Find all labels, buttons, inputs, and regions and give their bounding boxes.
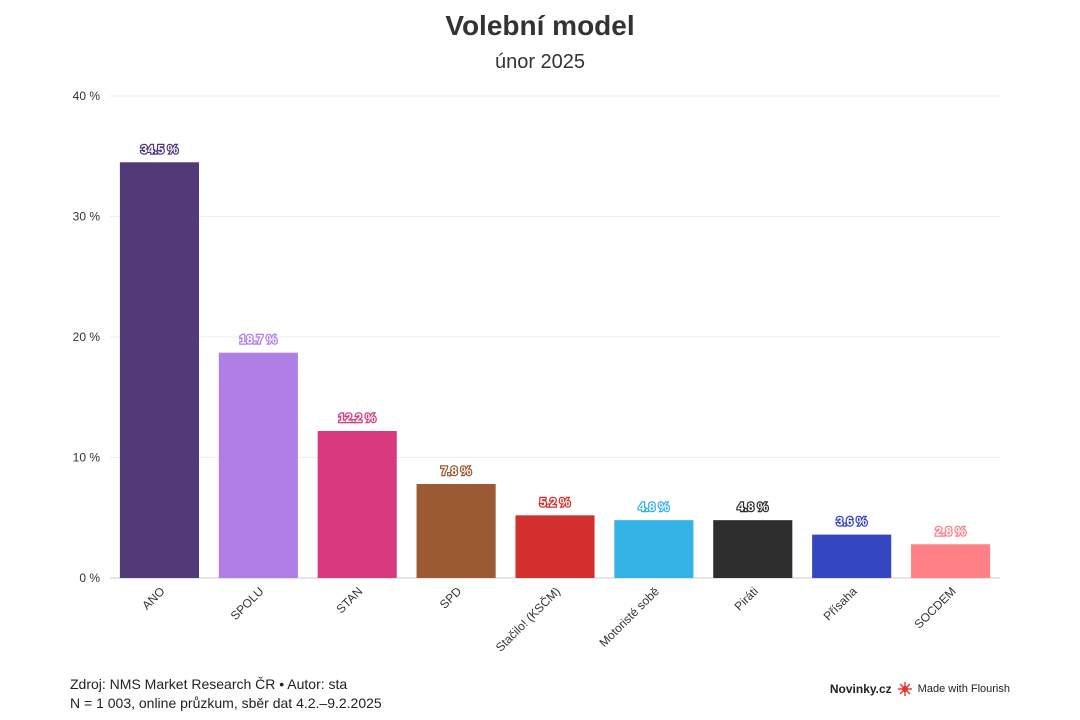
bar-value-label: 4.8 %	[639, 500, 670, 514]
bar-value-label: 12.2 %	[339, 411, 377, 425]
bar[interactable]	[911, 544, 991, 578]
bar[interactable]	[119, 162, 199, 578]
branding: Novinky.cz Made with Flourish	[830, 682, 1010, 696]
y-tick-label: 20 %	[73, 330, 101, 344]
bar[interactable]	[614, 520, 694, 578]
bar[interactable]	[218, 352, 298, 578]
y-tick-label: 10 %	[73, 451, 101, 465]
bar-value-label: 3.6 %	[836, 515, 867, 529]
x-tick-label: SPOLU	[228, 584, 267, 623]
bar-value-label: 34.5 %	[141, 142, 179, 156]
bar[interactable]	[317, 430, 397, 578]
x-axis: ANO SPOLU STAN SPD Stačilo! (KSČM) Motoristé …	[139, 584, 958, 655]
bar[interactable]	[812, 534, 892, 578]
x-tick-label: Motoristé sobě	[596, 584, 662, 650]
bar-chart: 0 % 10 % 20 % 30 % 40 % 34.5 % 18.7 % 12.2 % 7.…	[73, 89, 1000, 655]
flourish-icon	[897, 682, 912, 696]
publisher-logo[interactable]: Novinky.cz	[829, 682, 892, 696]
y-axis: 0 % 10 % 20 % 30 % 40 %	[73, 89, 101, 585]
bar-value-label: 2.8 %	[935, 524, 966, 538]
y-tick-label: 30 %	[73, 210, 101, 224]
bar-value-label: 18.7 %	[240, 333, 278, 347]
x-tick-label: ANO	[139, 584, 167, 612]
x-tick-label: Přísaha	[821, 584, 860, 623]
footer: Zdroj: NMS Market Research ČR • Autor: s…	[70, 675, 382, 713]
bars	[119, 162, 991, 578]
source-line: Zdroj: NMS Market Research ČR • Autor: s…	[70, 676, 348, 692]
value-labels: 34.5 % 18.7 % 12.2 % 7.8 % 5.2 % 4.8 % 4.8 % 3.…	[140, 141, 968, 539]
bar-value-label: 5.2 %	[540, 495, 571, 509]
bar-value-label: 7.8 %	[441, 464, 472, 478]
chart-title: Volební model	[445, 10, 635, 41]
x-tick-label: Stačilo! (KSČM)	[492, 584, 563, 655]
bar[interactable]	[515, 515, 595, 578]
x-tick-label: SOCDEM	[912, 584, 959, 631]
bar[interactable]	[713, 520, 793, 578]
y-tick-label: 0 %	[79, 571, 100, 585]
bar[interactable]	[416, 484, 496, 578]
x-tick-label: STAN	[333, 584, 365, 616]
made-with-flourish-link[interactable]: Made with Flourish	[917, 683, 1010, 695]
y-tick-label: 40 %	[73, 89, 101, 103]
x-tick-label: Piráti	[732, 584, 761, 613]
bar-value-label: 4.8 %	[737, 500, 768, 514]
chart-subtitle: únor 2025	[494, 51, 586, 73]
sample-note: N = 1 003, online průzkum, sběr dat 4.2.…	[70, 695, 382, 711]
x-tick-label: SPD	[437, 584, 465, 612]
